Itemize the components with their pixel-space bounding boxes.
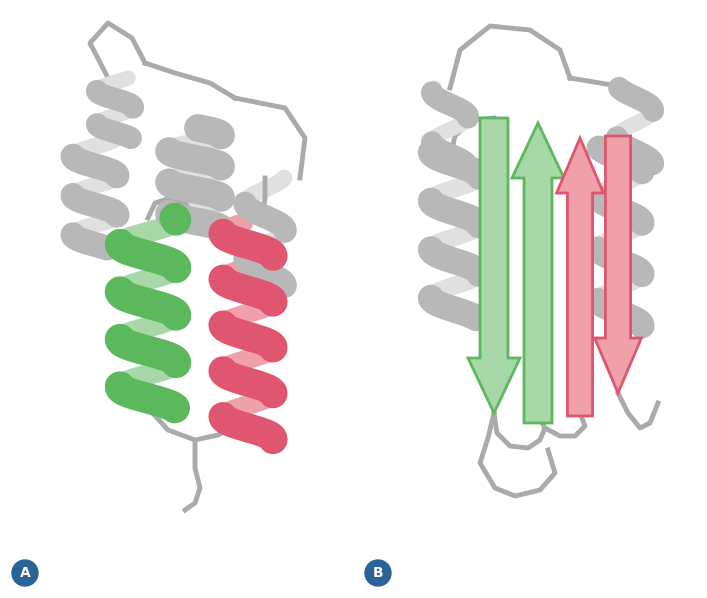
Circle shape bbox=[12, 560, 38, 586]
FancyArrow shape bbox=[595, 136, 641, 393]
FancyArrow shape bbox=[468, 118, 520, 413]
Text: B: B bbox=[373, 566, 383, 580]
FancyArrow shape bbox=[556, 138, 603, 416]
Circle shape bbox=[365, 560, 391, 586]
FancyArrow shape bbox=[512, 123, 564, 423]
Text: A: A bbox=[20, 566, 30, 580]
